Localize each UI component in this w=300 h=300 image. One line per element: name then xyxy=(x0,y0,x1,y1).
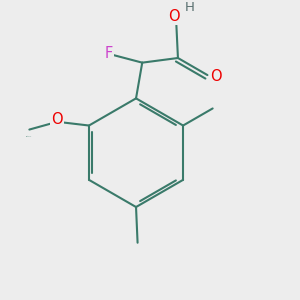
Text: methoxy: methoxy xyxy=(26,136,32,137)
Text: O: O xyxy=(168,9,180,24)
Text: H: H xyxy=(184,1,194,14)
Text: O: O xyxy=(52,112,63,127)
Text: F: F xyxy=(105,46,113,61)
Text: O: O xyxy=(210,69,222,84)
